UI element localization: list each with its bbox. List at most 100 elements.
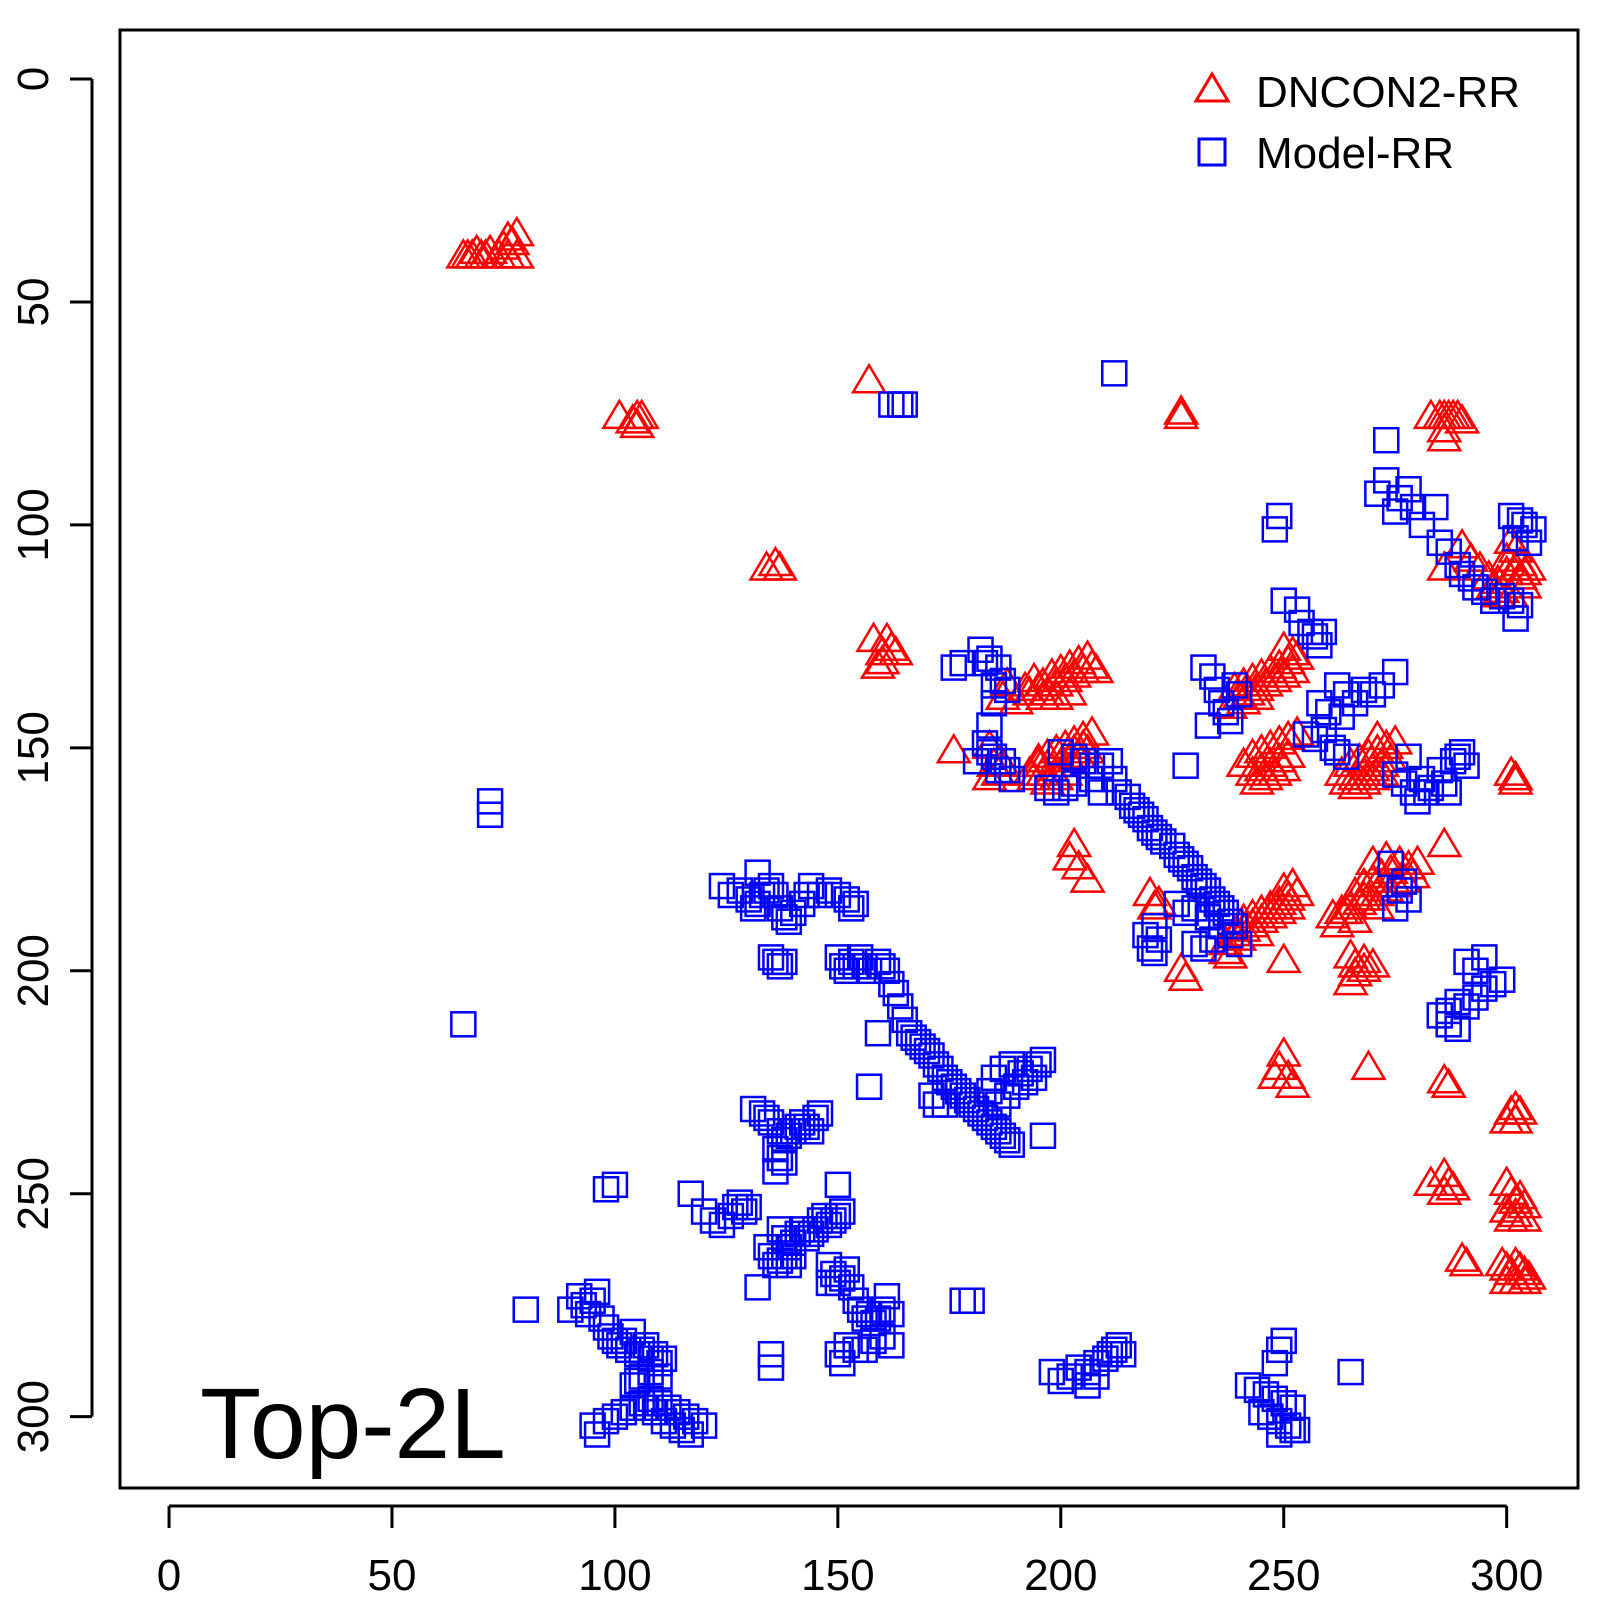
data-point-square	[1279, 1394, 1306, 1421]
data-point-triangle	[498, 215, 536, 247]
data-point-square	[1190, 654, 1217, 681]
data-point-square	[1373, 426, 1400, 454]
data-point-square	[1439, 747, 1467, 775]
data-point-triangle	[1131, 875, 1169, 907]
data-point-square	[619, 1394, 647, 1421]
data-point-triangle	[1319, 906, 1356, 938]
data-point-square	[771, 948, 798, 976]
data-point-square	[476, 801, 504, 828]
data-point-square	[601, 1171, 629, 1199]
data-point-square	[1208, 690, 1235, 717]
data-point-square	[1319, 734, 1347, 762]
data-point-triangle	[1332, 964, 1369, 996]
data-point-square	[1074, 1358, 1101, 1386]
data-point-square	[1390, 868, 1418, 895]
data-point-square	[775, 1122, 803, 1150]
data-point-square	[1083, 1363, 1110, 1390]
data-point-triangle	[971, 759, 1008, 791]
data-point-square	[860, 1327, 887, 1355]
data-point-square	[931, 1091, 959, 1118]
data-point-square	[1060, 743, 1088, 771]
data-point-square	[953, 1086, 981, 1114]
data-point-square	[668, 1416, 696, 1444]
data-point-square	[1306, 690, 1333, 717]
data-point-square	[913, 1037, 941, 1065]
data-point-square	[1502, 525, 1529, 552]
data-point-square	[739, 895, 767, 922]
data-point-square	[641, 1340, 669, 1368]
data-point-triangle	[1488, 1102, 1525, 1134]
data-point-triangle	[1243, 902, 1280, 933]
data-point-square	[708, 1211, 736, 1239]
data-point-triangle	[1020, 741, 1057, 773]
data-point-square	[748, 1100, 776, 1127]
data-point-square	[1288, 609, 1315, 637]
data-point-square	[1453, 948, 1480, 976]
data-point-square	[1163, 841, 1190, 869]
data-point-square	[1216, 707, 1244, 735]
data-point-square	[1332, 743, 1360, 771]
data-point-square	[811, 1202, 838, 1230]
y-tick-label: 150	[9, 711, 58, 784]
data-point-square	[998, 1051, 1025, 1078]
data-point-square	[802, 1104, 829, 1132]
data-point-square	[1101, 360, 1128, 387]
data-point-square	[1221, 912, 1248, 940]
data-point-square	[784, 1220, 811, 1248]
data-point-square	[806, 881, 834, 909]
data-point-square	[1123, 797, 1150, 824]
x-tick-label: 200	[1024, 1551, 1097, 1600]
x-tick-label: 250	[1247, 1551, 1320, 1600]
data-point-square	[1310, 618, 1338, 646]
data-point-square	[1404, 788, 1431, 815]
data-point-square	[837, 895, 865, 922]
data-point-square	[1199, 886, 1226, 913]
data-point-square	[1381, 498, 1409, 525]
data-point-square	[1043, 779, 1070, 806]
data-point-square	[637, 1358, 664, 1386]
data-point-square	[1444, 551, 1471, 579]
data-point-square	[1007, 1060, 1034, 1087]
data-point-square	[837, 1274, 865, 1301]
data-point-square	[1114, 783, 1141, 811]
data-point-square	[855, 1300, 883, 1328]
data-point-square	[673, 1403, 700, 1430]
data-point-square	[583, 1278, 611, 1306]
data-point-triangle	[1399, 844, 1436, 876]
data-point-square	[829, 1198, 856, 1225]
data-point-square	[1395, 475, 1422, 503]
data-point-triangle	[1359, 888, 1396, 920]
data-point-square	[748, 881, 776, 909]
data-point-square	[1435, 538, 1462, 565]
data-point-square	[878, 1332, 905, 1359]
data-point-square	[775, 908, 803, 935]
data-point-square	[1101, 1336, 1128, 1364]
data-point-square	[610, 1327, 638, 1355]
data-point-square	[936, 1069, 963, 1096]
data-point-square	[1011, 1069, 1039, 1096]
data-point-triangle	[1207, 933, 1244, 965]
data-point-square	[632, 1394, 660, 1421]
data-point-square	[610, 1398, 638, 1426]
data-point-square	[998, 765, 1025, 793]
data-point-square	[788, 1109, 816, 1136]
data-point-square	[869, 953, 896, 980]
data-point-square	[918, 1082, 945, 1109]
data-point-square	[833, 1332, 861, 1359]
data-point-square	[1069, 747, 1097, 775]
data-point-square	[766, 1247, 794, 1274]
data-point-square	[1199, 663, 1226, 690]
data-point-triangle	[1162, 398, 1200, 430]
data-point-square	[1212, 899, 1240, 927]
data-point-square	[655, 1394, 682, 1421]
data-point-square	[757, 1242, 785, 1270]
data-point-square	[1025, 1051, 1052, 1078]
data-point-square	[1448, 739, 1476, 766]
data-point-square	[1216, 908, 1244, 935]
data-point-triangle	[859, 648, 897, 679]
data-point-square	[1453, 993, 1480, 1020]
data-point-triangle	[1073, 648, 1111, 679]
data-point-triangle	[877, 634, 915, 666]
data-point-square	[1497, 502, 1525, 530]
data-point-triangle	[1345, 879, 1383, 911]
